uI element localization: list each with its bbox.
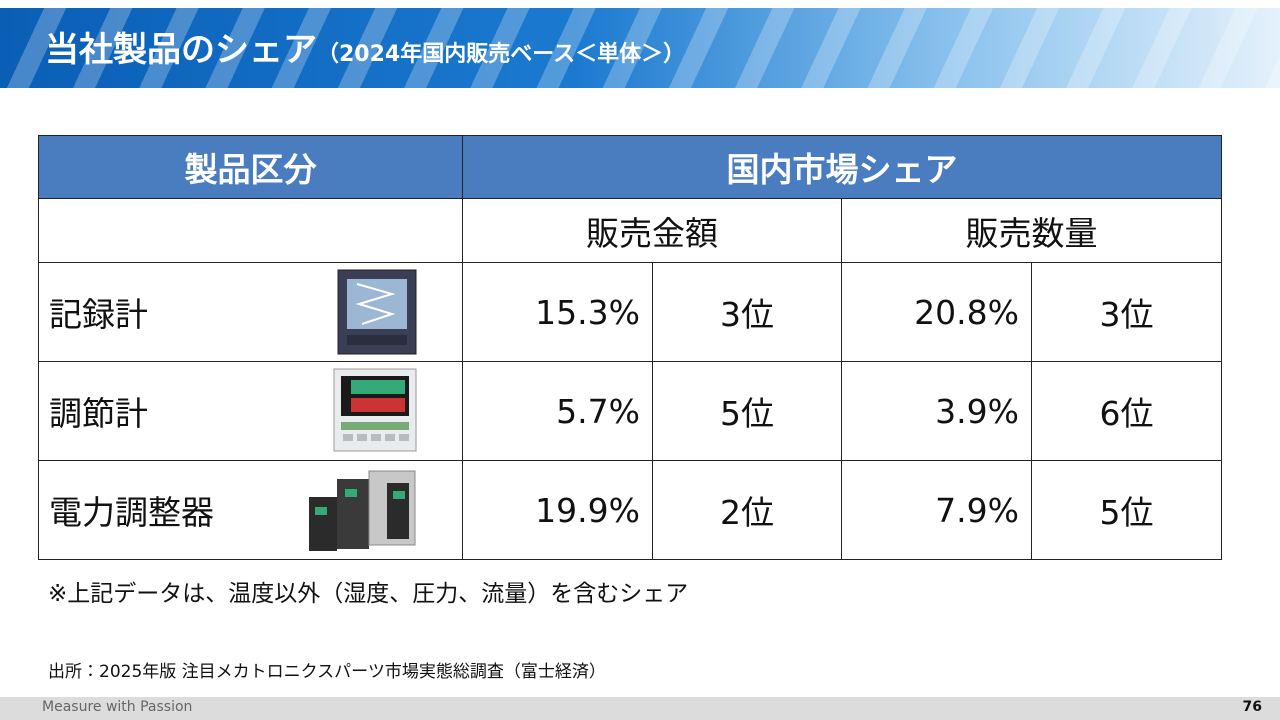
subheader-cell: 販売金額 (462, 198, 842, 263)
header-row: 製品区分 国内市場シェア (38, 135, 1222, 199)
header-band (0, 8, 1280, 88)
cell: 20.8% (841, 262, 1032, 362)
product-cell: 記録計 (38, 262, 463, 362)
product-cell: 電力調整器 (38, 460, 463, 560)
cell: 5.7% (462, 361, 653, 461)
share-table: 製品区分 国内市場シェア 販売金額 販売数量 記録計 15.3% 3位 20.8… (38, 135, 1222, 560)
header-cell: 国内市場シェア (462, 135, 1222, 199)
subheader-row: 販売金額 販売数量 (38, 198, 1222, 263)
header-cell: 製品区分 (38, 135, 463, 199)
title: 当社製品のシェア (45, 30, 317, 70)
header: 当社製品のシェア（2024年国内販売ベース＜単体＞） (45, 22, 685, 71)
cell: 3位 (1031, 262, 1222, 362)
controller-icon (333, 368, 417, 452)
product-name: 電力調整器 (49, 493, 214, 532)
page-number: 76 (1242, 699, 1262, 715)
cell: 7.9% (841, 460, 1032, 560)
row: 調節計 5.7% 5位 3.9% 6位 (38, 361, 1222, 461)
cell: 5位 (652, 361, 842, 461)
subheader-cell: 販売数量 (841, 198, 1222, 263)
product-name: 記録計 (49, 295, 148, 334)
cell: 5位 (1031, 460, 1222, 560)
recorder-icon (337, 269, 417, 355)
product-cell: 調節計 (38, 361, 463, 461)
empty-cell (38, 198, 463, 263)
cell: 19.9% (462, 460, 653, 560)
subtitle: （2024年国内販売ベース＜単体＞） (317, 42, 686, 67)
cell: 3.9% (841, 361, 1032, 461)
row: 記録計 15.3% 3位 20.8% 3位 (38, 262, 1222, 362)
cell: 3位 (652, 262, 842, 362)
source: 出所：2025年版 注目メカトロニクスパーツ市場実態総調査（富士経済） (48, 662, 606, 682)
product-name: 調節計 (49, 394, 148, 433)
cell: 15.3% (462, 262, 653, 362)
tagline: Measure with Passion (42, 699, 193, 715)
footer: Measure with Passion 76 (0, 697, 1280, 720)
row: 電力調整器 19.9% 2位 7.9% 5位 (38, 460, 1222, 560)
note: ※上記データは、温度以外（湿度、圧力、流量）を含むシェア (48, 581, 689, 607)
power-regulator-icon (309, 470, 416, 551)
cell: 6位 (1031, 361, 1222, 461)
cell: 2位 (652, 460, 842, 560)
